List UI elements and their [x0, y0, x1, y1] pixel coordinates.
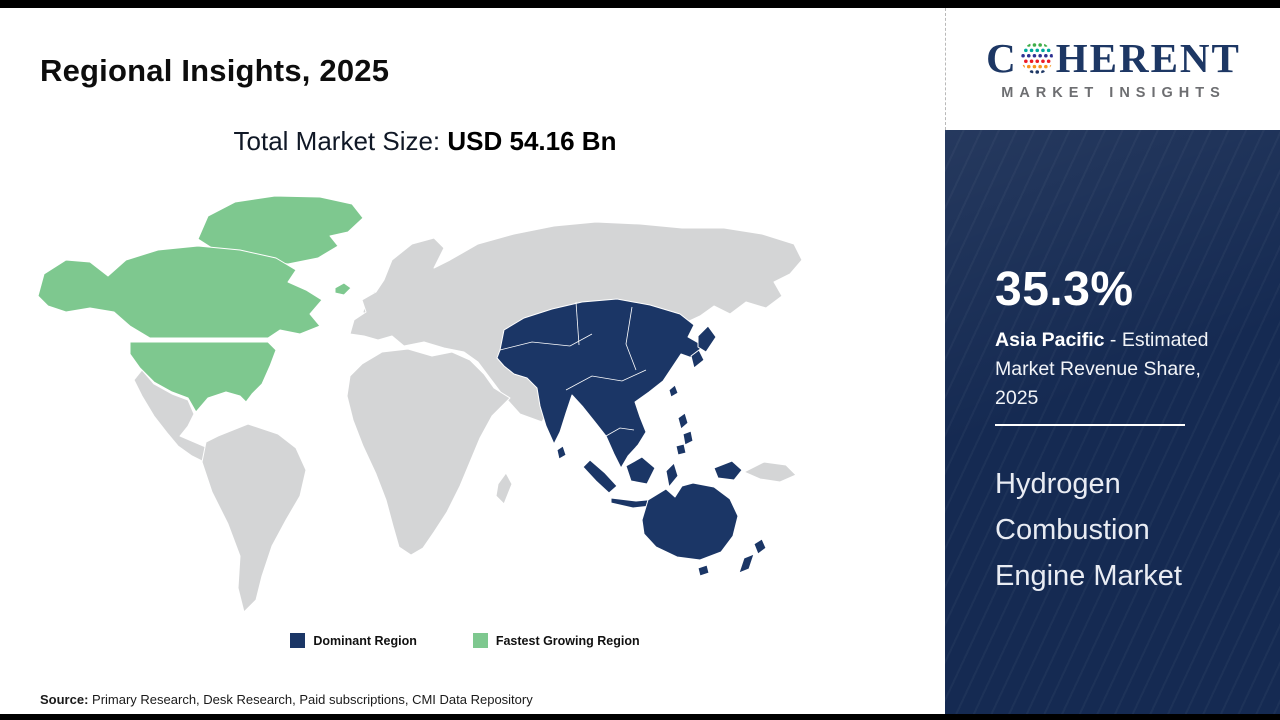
market-size-subtitle: Total Market Size: USD 54.16 Bn [30, 126, 820, 157]
region-japan [697, 325, 717, 353]
region-philippines-3 [675, 443, 687, 456]
fastest-growing-region-label: Fastest Growing Region [495, 633, 640, 648]
sidebar-divider [995, 424, 1185, 426]
logo-text-pre: C [986, 34, 1018, 81]
share-region-line: Asia Pacific - Estimated Market Revenue … [995, 326, 1233, 413]
region-sri-lanka [556, 445, 567, 460]
market-name: Hydrogen Combustion Engine Market [995, 468, 1182, 592]
region-madagascar [495, 472, 513, 505]
region-africa [346, 348, 511, 556]
region-usa [129, 341, 277, 413]
region-australia [641, 482, 739, 561]
region-north-america-group [37, 195, 364, 413]
bottom-border [0, 714, 1280, 720]
world-map-svg [37, 195, 803, 613]
source-text: Primary Research, Desk Research, Paid su… [88, 692, 533, 707]
source-label: Source: [40, 692, 89, 707]
region-philippines-1 [677, 412, 689, 430]
region-borneo [625, 456, 656, 485]
region-papua-new-guinea [743, 461, 797, 483]
fastest-growing-region-swatch [472, 633, 488, 648]
region-asia-mainland [496, 298, 703, 469]
market-size-label: Total Market Size: [233, 126, 448, 156]
source-note: Source: Primary Research, Desk Research,… [40, 692, 533, 707]
page-title: Regional Insights, 2025 [40, 52, 390, 88]
dominant-region-swatch [290, 633, 306, 648]
region-taiwan [668, 384, 679, 398]
region-tasmania [697, 564, 710, 577]
region-new-zealand-south [738, 553, 755, 574]
logo-wordmark: C HERENT [986, 34, 1241, 81]
region-philippines-2 [682, 430, 694, 446]
region-sulawesi [665, 462, 679, 488]
legend-item-dominant: Dominant Region [290, 633, 417, 648]
country-border-lines [499, 301, 647, 437]
region-canada [37, 245, 323, 339]
region-japan-south [690, 349, 705, 369]
region-sumatra [582, 459, 618, 494]
region-asia-pacific [496, 298, 767, 577]
company-logo: C HERENT MARKET INSIGHTS [945, 8, 1280, 130]
region-south-america [201, 423, 307, 613]
top-border [0, 0, 1280, 8]
legend-item-growing: Fastest Growing Region [472, 633, 640, 648]
share-region-desc: - Estimated Market Revenue Share, 2025 [995, 329, 1209, 409]
region-new-zealand-north [753, 538, 767, 555]
region-iceland [334, 282, 352, 296]
dominant-region-label: Dominant Region [313, 633, 417, 648]
share-percentage: 35.3% [995, 263, 1134, 316]
region-west-papua [713, 460, 743, 481]
share-region-name: Asia Pacific [995, 329, 1105, 351]
world-map [30, 183, 820, 625]
sidebar: 35.3% Asia Pacific - Estimated Market Re… [945, 130, 1280, 714]
logo-subtext: MARKET INSIGHTS [1001, 84, 1226, 101]
market-size-value: USD 54.16 Bn [447, 126, 617, 156]
dotted-globe-icon [1020, 43, 1053, 74]
logo-text-post: HERENT [1055, 34, 1241, 81]
legend: Dominant Region Fastest Growing Region [70, 633, 860, 648]
